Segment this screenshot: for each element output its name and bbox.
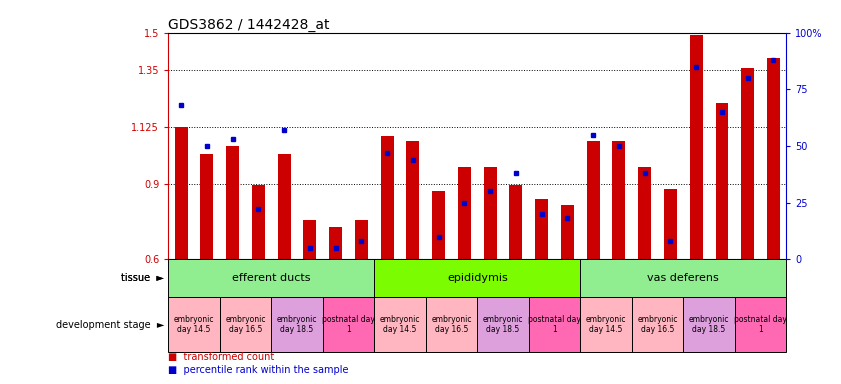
Bar xyxy=(529,297,580,353)
Text: ■  percentile rank within the sample: ■ percentile rank within the sample xyxy=(168,365,349,375)
Bar xyxy=(690,35,702,259)
Bar xyxy=(168,297,220,353)
Text: embryonic
day 14.5: embryonic day 14.5 xyxy=(174,315,214,334)
Text: embryonic
day 18.5: embryonic day 18.5 xyxy=(689,315,729,334)
Text: embryonic
day 18.5: embryonic day 18.5 xyxy=(483,315,523,334)
Text: embryonic
day 14.5: embryonic day 14.5 xyxy=(586,315,627,334)
Text: embryonic
day 16.5: embryonic day 16.5 xyxy=(431,315,472,334)
Bar xyxy=(767,58,780,259)
Text: efferent ducts: efferent ducts xyxy=(232,273,310,283)
Text: embryonic
day 16.5: embryonic day 16.5 xyxy=(225,315,266,334)
Text: ■  transformed count: ■ transformed count xyxy=(168,352,274,362)
Text: development stage  ►: development stage ► xyxy=(56,320,164,330)
Bar xyxy=(175,127,188,259)
Text: embryonic
day 16.5: embryonic day 16.5 xyxy=(637,315,678,334)
Bar xyxy=(381,136,394,259)
Bar xyxy=(200,154,214,259)
Bar xyxy=(426,297,478,353)
Bar xyxy=(458,167,471,259)
Bar xyxy=(484,167,496,259)
Bar xyxy=(329,227,342,259)
Text: GDS3862 / 1442428_at: GDS3862 / 1442428_at xyxy=(168,18,330,31)
Bar xyxy=(587,141,600,259)
Bar xyxy=(741,68,754,259)
Bar xyxy=(638,167,651,259)
Bar xyxy=(735,297,786,353)
Bar xyxy=(664,189,677,259)
Bar xyxy=(374,259,580,297)
Bar xyxy=(683,297,735,353)
Bar xyxy=(252,185,265,259)
Bar xyxy=(535,199,548,259)
Bar xyxy=(226,146,239,259)
Text: postnatal day
1: postnatal day 1 xyxy=(734,315,787,334)
Text: vas deferens: vas deferens xyxy=(648,273,719,283)
Text: embryonic
day 18.5: embryonic day 18.5 xyxy=(277,315,317,334)
Bar xyxy=(323,297,374,353)
Bar xyxy=(432,191,445,259)
Bar xyxy=(220,297,271,353)
Bar xyxy=(355,220,368,259)
Bar xyxy=(580,297,632,353)
Bar xyxy=(716,103,728,259)
Bar xyxy=(612,141,626,259)
Text: postnatal day
1: postnatal day 1 xyxy=(528,315,581,334)
Bar xyxy=(271,297,323,353)
Text: tissue  ►: tissue ► xyxy=(121,273,164,283)
Bar xyxy=(561,205,574,259)
Bar xyxy=(580,259,786,297)
Text: epididymis: epididymis xyxy=(447,273,508,283)
Bar xyxy=(374,297,426,353)
Bar xyxy=(632,297,683,353)
Bar xyxy=(510,185,522,259)
Text: postnatal day
1: postnatal day 1 xyxy=(322,315,375,334)
Bar xyxy=(168,259,374,297)
Text: tissue  ►: tissue ► xyxy=(121,273,164,283)
Bar xyxy=(478,297,529,353)
Text: embryonic
day 14.5: embryonic day 14.5 xyxy=(380,315,420,334)
Bar xyxy=(278,154,290,259)
Bar xyxy=(406,141,420,259)
Bar xyxy=(304,220,316,259)
